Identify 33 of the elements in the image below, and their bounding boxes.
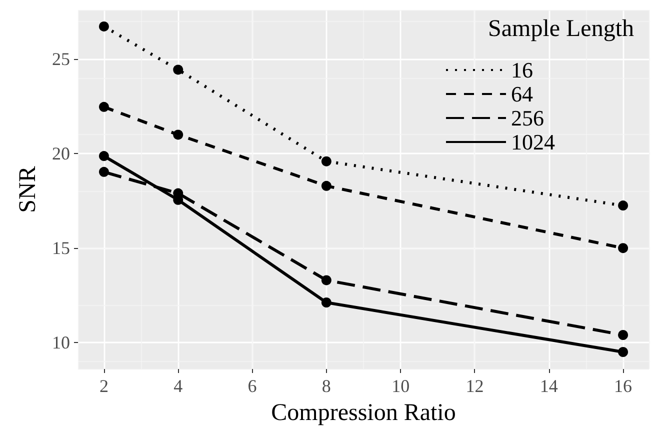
y-tick-label: 10	[52, 332, 70, 353]
point	[173, 64, 184, 75]
y-tick-label: 20	[52, 144, 70, 164]
point	[618, 200, 628, 211]
legend-label: 1024	[511, 130, 555, 154]
x-tick-label: 14	[540, 376, 558, 396]
y-axis-title: SNR	[15, 166, 41, 213]
point	[98, 21, 109, 32]
point	[173, 130, 184, 140]
x-tick-label: 16	[614, 376, 632, 396]
legend-label: 16	[511, 58, 533, 82]
y-tick-label: 25	[52, 49, 70, 70]
legend-label: 64	[511, 82, 533, 106]
x-axis-title: Compression Ratio	[271, 400, 456, 426]
legend-label: 256	[511, 106, 544, 130]
point	[321, 180, 332, 191]
point	[98, 151, 109, 162]
x-tick-label: 2	[99, 376, 108, 396]
point	[321, 297, 332, 308]
x-tick-label: 6	[248, 376, 257, 396]
x-tick-label: 12	[466, 376, 484, 396]
y-tick-label: 15	[52, 238, 70, 258]
point	[98, 166, 109, 177]
point	[321, 156, 332, 166]
point	[618, 330, 628, 340]
legend-title: Sample Length	[488, 16, 634, 42]
point	[98, 102, 109, 112]
point	[321, 275, 332, 286]
x-tick-label: 4	[174, 376, 183, 396]
point	[618, 243, 628, 254]
point	[618, 346, 628, 357]
x-tick-label: 10	[392, 376, 410, 396]
x-tick-label: 8	[322, 376, 331, 396]
